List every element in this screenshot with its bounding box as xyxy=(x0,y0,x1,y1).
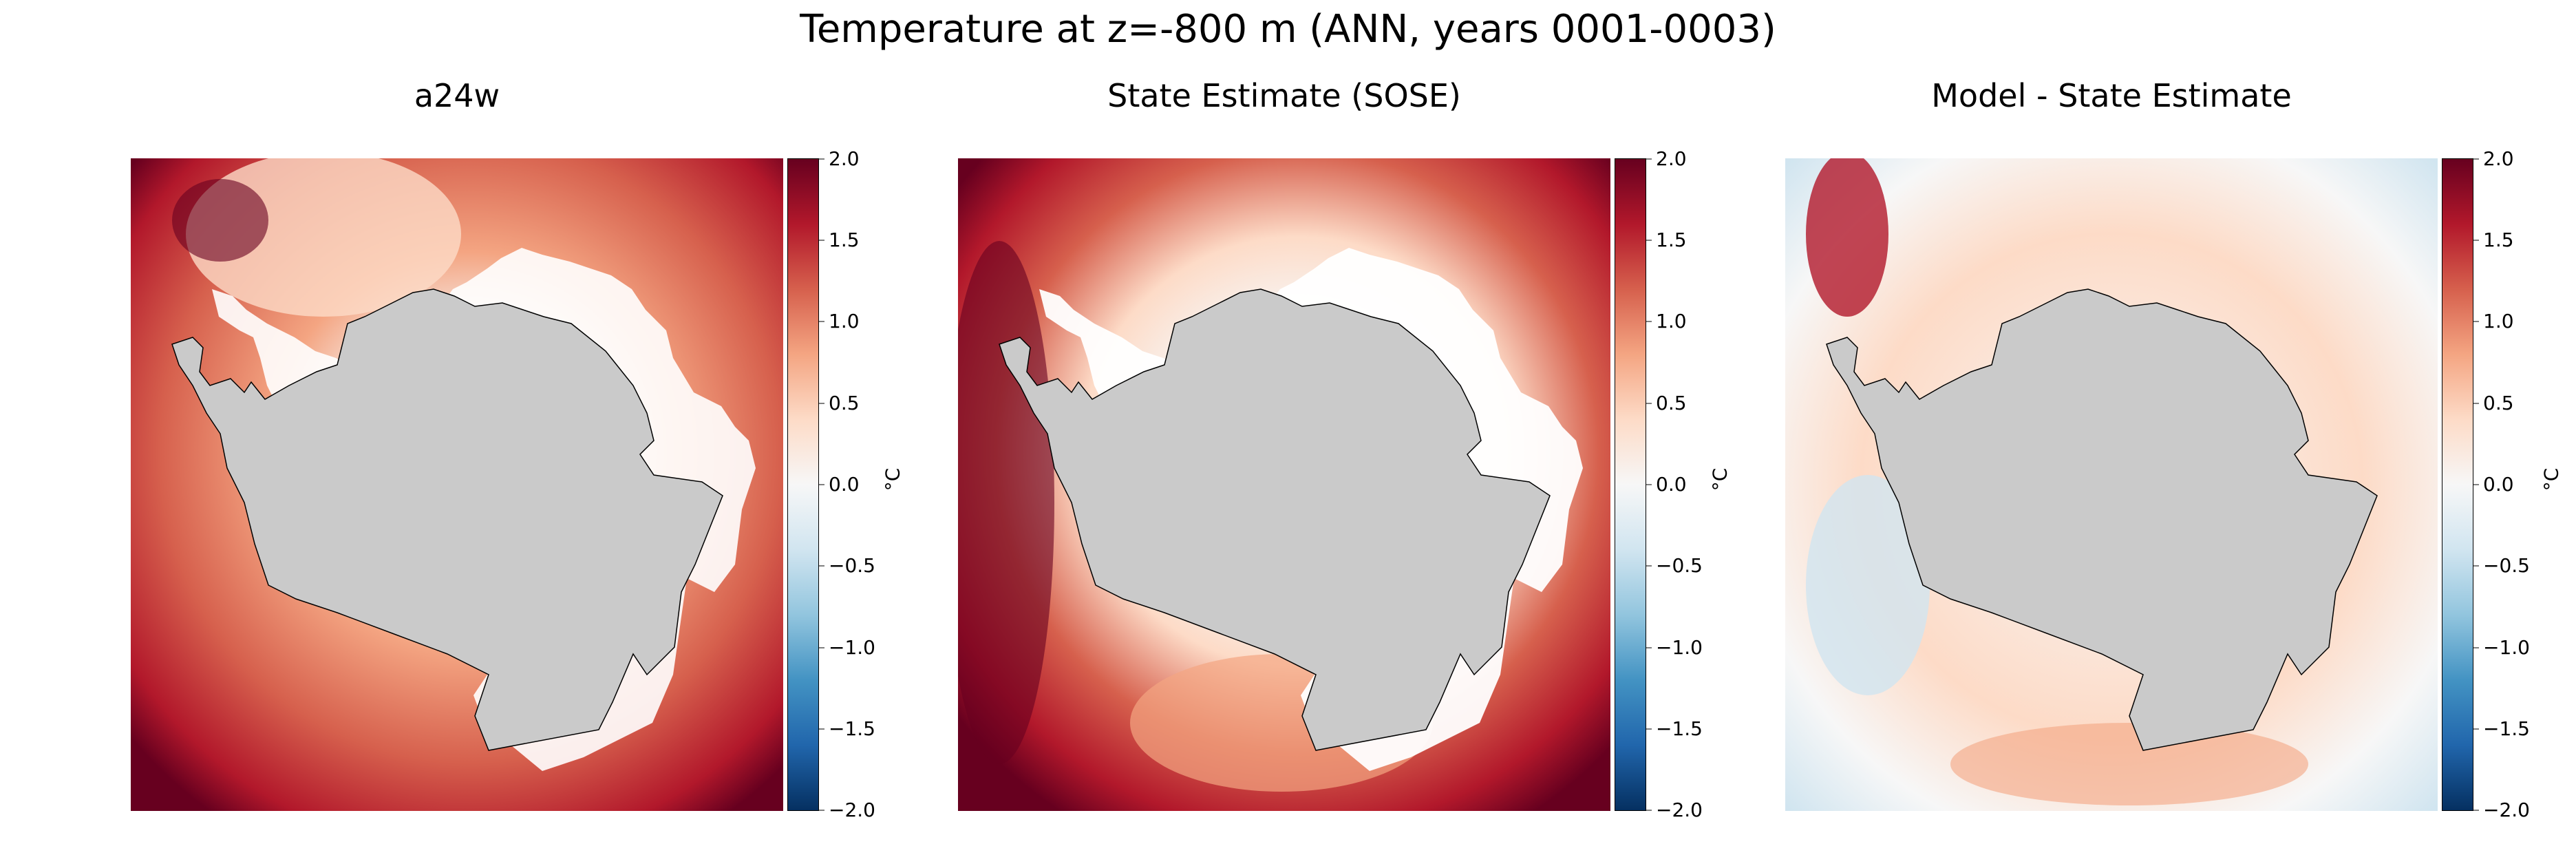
tick-label: 0.5 xyxy=(829,392,860,414)
tick-label: 1.0 xyxy=(2483,310,2514,332)
colorbar-unit-label: °C xyxy=(881,467,904,492)
panel-title-difference: Model - State Estimate xyxy=(1931,77,2292,114)
colorbar-difference xyxy=(2442,158,2473,811)
warm-core xyxy=(172,179,268,262)
tick-label: −1.0 xyxy=(2483,636,2530,659)
antarctica-landmass xyxy=(1826,288,2378,751)
tick-label: 1.5 xyxy=(2483,229,2514,251)
tick-label: 1.5 xyxy=(829,229,860,251)
tick-label: −2.0 xyxy=(2483,799,2530,821)
tick-label: 0.0 xyxy=(1656,473,1687,496)
tick-label: 1.5 xyxy=(1656,229,1687,251)
tick-label: 2.0 xyxy=(2483,147,2514,170)
map-panel-model xyxy=(131,158,783,811)
tick-label: 2.0 xyxy=(829,147,860,170)
cold-anomaly xyxy=(1806,475,1930,695)
tick-label: −1.0 xyxy=(1656,636,1703,659)
tick-label: 2.0 xyxy=(1656,147,1687,170)
tick-label: −2.0 xyxy=(829,799,875,821)
tick-label: 0.5 xyxy=(2483,392,2514,414)
colorbar-unit-label: °C xyxy=(2540,467,2563,492)
tick-label: −1.5 xyxy=(2483,717,2530,740)
colorbar-model xyxy=(787,158,819,811)
figure-title: Temperature at z=-800 m (ANN, years 0001… xyxy=(800,7,1776,52)
tick-label: 0.5 xyxy=(1656,392,1687,414)
colorbar-ticks-difference: 2.0 1.5 1.0 0.5 0.0 −0.5 −1.0 −1.5 −2.0 xyxy=(2473,147,2530,821)
tick-label: −0.5 xyxy=(2483,554,2530,577)
warm-anomaly xyxy=(1950,723,2308,805)
tick-label: 0.0 xyxy=(2483,473,2514,496)
map-panel-sose xyxy=(958,158,1610,811)
panel-title-sose: State Estimate (SOSE) xyxy=(1107,77,1461,114)
colorbar-ticks-model: 2.0 1.5 1.0 0.5 0.0 −0.5 −1.0 −1.5 −2.0 xyxy=(819,147,875,821)
antarctica-landmass xyxy=(171,288,723,751)
map-panel-difference xyxy=(1785,158,2438,811)
colorbar-ticks-sose: 2.0 1.5 1.0 0.5 0.0 −0.5 −1.0 −1.5 −2.0 xyxy=(1646,147,1703,821)
warm-core xyxy=(958,241,1054,764)
warm-anomaly xyxy=(1806,158,1888,317)
tick-label: −0.5 xyxy=(1656,554,1703,577)
tick-label: −0.5 xyxy=(829,554,875,577)
colorbar-sose xyxy=(1615,158,1646,811)
tick-label: 1.0 xyxy=(1656,310,1687,332)
tick-label: 0.0 xyxy=(829,473,860,496)
antarctica-landmass xyxy=(999,288,1551,751)
tick-label: −1.0 xyxy=(829,636,875,659)
tick-label: −1.5 xyxy=(1656,717,1703,740)
tick-label: −1.5 xyxy=(829,717,875,740)
tick-label: 1.0 xyxy=(829,310,860,332)
tick-label: −2.0 xyxy=(1656,799,1703,821)
panel-title-model: a24w xyxy=(414,77,500,114)
colorbar-unit-label: °C xyxy=(1708,467,1732,492)
